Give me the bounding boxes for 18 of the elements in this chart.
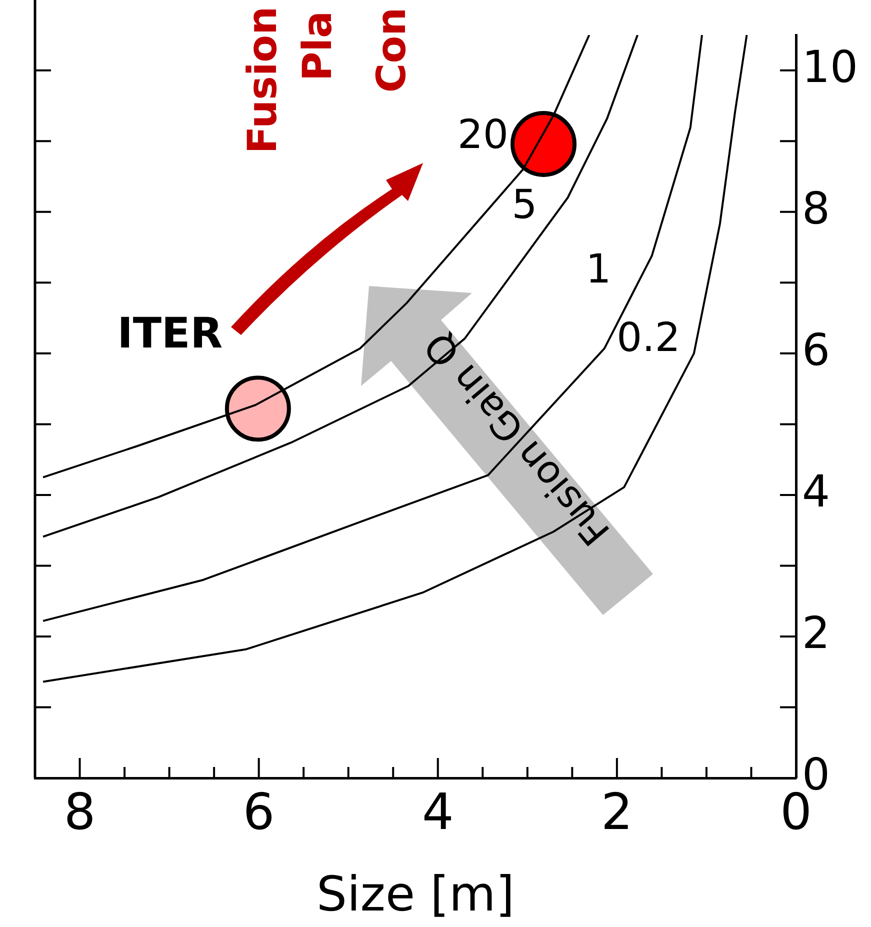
y-tick-label: 8: [802, 183, 830, 234]
y-tick-label: 6: [802, 324, 830, 376]
annotation: Con: [369, 7, 415, 93]
x-tick-label: 6: [242, 782, 275, 841]
annotation: Pla: [295, 10, 341, 82]
x-tick-label: 8: [64, 782, 96, 841]
series-label: 1: [586, 246, 612, 292]
x-tick-label: 2: [601, 782, 633, 841]
y-tick-label: 4: [802, 466, 830, 518]
series-label: 5: [512, 182, 538, 228]
annotation: Fusion: [240, 6, 286, 154]
x-axis-title: Size [m]: [316, 866, 514, 923]
x-tick-label: 4: [422, 782, 454, 841]
legend-label: ITER: [117, 308, 223, 358]
series-label: 0.2: [616, 315, 680, 362]
y-tick-label: 10: [802, 42, 858, 93]
series-label: 20: [458, 112, 508, 158]
y-tick-label: 2: [802, 608, 830, 659]
